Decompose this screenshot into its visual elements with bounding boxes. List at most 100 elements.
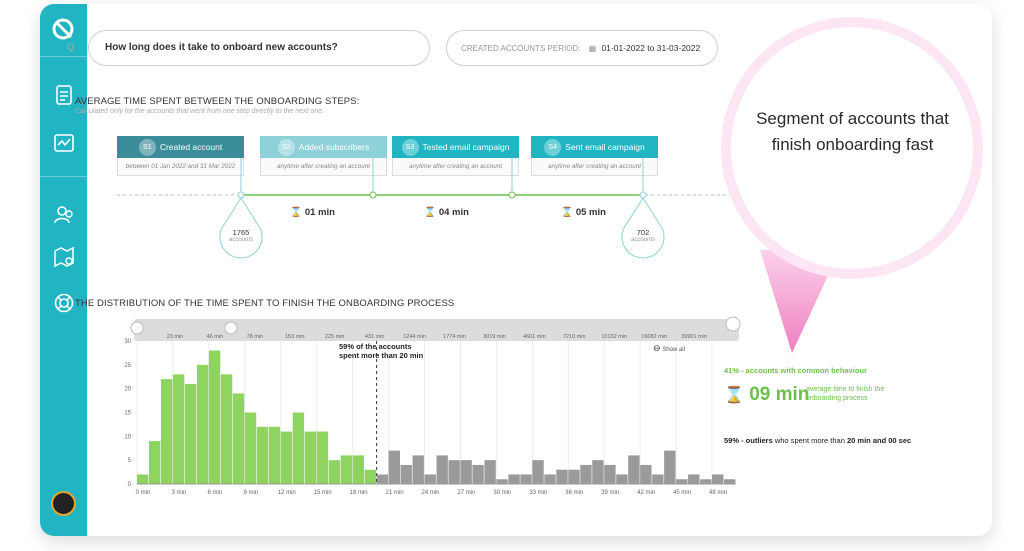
histogram-bar [580,464,592,484]
x-tick-label: 21 min [386,490,404,496]
range-tick-label: 7210 min [563,334,586,340]
histogram-bar [304,431,317,484]
map-user-icon[interactable] [53,246,75,268]
range-tick-label: 16082 min [641,334,667,340]
histogram-bar [664,450,676,484]
callout-text: Segment of accounts that finish onboardi… [756,109,949,154]
sidebar-divider [40,56,87,57]
duration-s2-s3: ⌛ 04 min [424,207,469,218]
document-icon[interactable] [53,84,75,106]
histogram-bar [172,374,185,484]
outliers-summary-text: who spent more than [772,436,847,445]
x-tick-label: 9 min [243,490,258,496]
histogram-bar [592,460,604,484]
histogram-bar [628,455,640,484]
histogram-bar [460,460,472,484]
start-count-drop [219,197,263,259]
x-tick-label: 39 min [601,490,619,496]
end-count-unit: accounts [630,237,655,243]
histogram-bar [724,479,736,484]
histogram-bar [256,426,269,484]
histogram-bar [196,364,209,484]
step-note: anytime after creating an account [260,158,387,176]
step-header: S4 Sent email campaign [531,136,658,158]
x-tick-label: 18 min [350,490,368,496]
histogram-bar [712,474,724,484]
x-tick-label: 36 min [565,490,583,496]
histogram-bar [412,455,424,484]
lifebuoy-icon[interactable] [53,292,75,314]
histogram-bar [556,469,568,484]
show-all-button[interactable]: ⊖ Show all [653,343,685,354]
histogram-bar [616,474,628,484]
range-tick-label: 153 min [285,334,305,340]
x-tick-label: 27 min [457,490,475,496]
duration-s1-s2: ⌛ 01 min [290,207,335,218]
analytics-icon[interactable] [53,132,75,154]
step-s4[interactable]: S4 Sent email campaign anytime after crea… [531,136,658,176]
step-s1[interactable]: S1 Created account between 01 Jan 2022 an… [117,136,244,176]
outliers-annotation-line2: spent more than 20 min [339,351,424,360]
x-tick-label: 48 min [709,490,727,496]
histogram-bar [244,412,257,484]
callout-tail [760,250,840,353]
question-input[interactable]: How long does it take to onboard new acc… [88,30,430,66]
y-tick-label: 30 [124,339,131,345]
histogram-bar [232,393,245,484]
outliers-summary: 59% - outliers who spent more than 20 mi… [724,436,944,446]
duration-s3-s4: ⌛ 05 min [561,207,606,218]
range-tick-label: 10132 min [601,334,627,340]
outliers-annotation-line1: 59% of the accounts [339,342,412,351]
step-header: S1 Created account [117,136,244,158]
step-label: Created account [159,142,223,152]
range-tick-label: 1244 min [403,334,426,340]
histogram-bar [160,379,173,484]
histogram-bar [436,455,448,484]
y-tick-label: 25 [124,363,131,369]
duration-value: 04 min [438,207,469,218]
range-tick-label: 78 min [247,334,264,340]
period-selector[interactable]: CREATED ACCOUNTS PERIOD: ▦ 01-01-2022 to… [446,30,718,66]
step-s2[interactable]: S2 Added subscribers anytime after creati… [260,136,387,176]
range-handle-right [224,321,238,335]
histogram-bar [340,455,353,484]
histogram-bar [676,479,688,484]
range-tick-label: 431 min [365,334,385,340]
step-header: S3 Tested email campaign [392,136,519,158]
step-label: Sent email campaign [565,142,645,152]
histogram-bar [148,441,161,484]
period-label: CREATED ACCOUNTS PERIOD: [461,44,581,53]
step-note: anytime after creating an account [392,158,519,176]
onboarding-title: AVERAGE TIME SPENT BETWEEN THE ONBOARDIN… [75,96,360,107]
histogram-bar [532,460,544,484]
users-icon[interactable] [53,204,75,226]
avatar[interactable] [51,491,76,516]
step-number: S1 [138,139,156,157]
x-tick-label: 24 min [422,490,440,496]
distribution-title: THE DISTRIBUTION OF THE TIME SPENT TO FI… [75,298,455,309]
x-tick-label: 30 min [493,490,511,496]
period-value: 01-01-2022 to 31-03-2022 [601,43,701,53]
step-s3[interactable]: S3 Tested email campaign anytime after cr… [392,136,519,176]
x-tick-label: 42 min [637,490,655,496]
range-tick-label: 3019 min [483,334,506,340]
hourglass-icon: ⌛ [290,207,302,218]
y-tick-label: 10 [124,434,131,440]
calendar-icon: ▦ [588,44,597,53]
y-tick-label: 0 [128,482,132,488]
histogram-bar [184,383,197,484]
hourglass-icon: ⌛ [424,207,436,218]
histogram-bar [316,431,329,484]
timeline-node [369,191,377,199]
x-tick-label: 0 min [136,490,151,496]
histogram-bar [484,460,496,484]
histogram-bar [328,460,341,484]
step-note: anytime after creating an account [531,158,658,176]
histogram-bar [496,479,508,484]
histogram-bar [280,431,293,484]
question-icon: Q [67,42,75,52]
download-icon [725,316,741,332]
app-logo-icon[interactable] [50,16,76,42]
range-tick-label: 225 min [325,334,345,340]
